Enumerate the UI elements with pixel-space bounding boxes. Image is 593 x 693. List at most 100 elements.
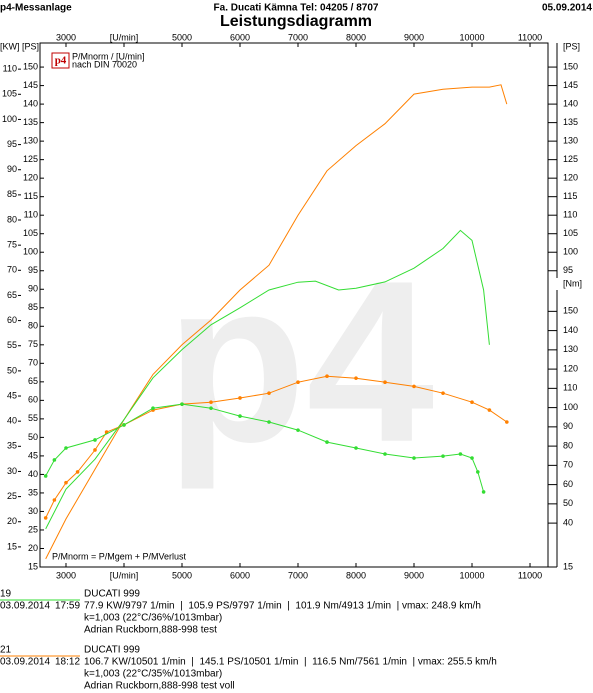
y3-tick-label: 80 — [563, 440, 573, 450]
x-tick-label: 9000 — [404, 570, 424, 580]
run-details: 77.9 KW/9797 1/min | 105.9 PS/9797 1/min… — [84, 601, 481, 612]
y-tick-label: 90 — [28, 284, 38, 294]
y-right-tick-label: 120 — [563, 173, 578, 183]
y-tick-label: 150 — [23, 61, 38, 71]
y3-tick-label: 120 — [563, 363, 578, 373]
y-right-tick-label: 115 — [563, 191, 577, 201]
y-tick-label: 35 — [28, 487, 38, 497]
run-conditions: k=1,003 (22°C/36%/1013mbar) — [84, 613, 222, 624]
y-tick-label: 80 — [28, 321, 38, 331]
series-marker — [476, 470, 480, 474]
y-right-tick-label: 125 — [563, 154, 578, 164]
run-note: Adrian Ruckborn,888-998 test voll — [84, 681, 235, 692]
series-marker — [151, 406, 155, 410]
y-tick-label: 60 — [28, 395, 38, 405]
y3-tick-label: 70 — [563, 460, 573, 470]
y2-axis-title: [KW] — [0, 41, 20, 51]
x-tick-label: 10000 — [459, 570, 484, 580]
y-tick-label: 145 — [23, 80, 38, 90]
x-tick-label: 3000 — [56, 32, 76, 42]
run-id: 19 — [0, 589, 12, 600]
y-tick-label: 65 — [28, 376, 38, 386]
formula: P/Mnorm = P/Mgem + P/MVerlust — [52, 551, 187, 561]
legend-line: nach DIN 70020 — [72, 59, 137, 69]
series-marker — [383, 452, 387, 456]
run-name: DUCATI 999 — [84, 589, 140, 600]
run-details: 106.7 KW/10501 1/min | 145.1 PS/10501 1/… — [84, 657, 497, 668]
y-tick-label: 30 — [28, 506, 38, 516]
run-time: 18:12 — [55, 657, 80, 668]
y-tick-label: 135 — [23, 117, 38, 127]
y-tick-label: 100 — [23, 247, 38, 257]
y3-tick-label: 60 — [563, 479, 573, 489]
y2-tick-label: 20 — [7, 516, 17, 526]
y-right-axis-title: [PS] — [563, 41, 580, 51]
series-marker — [325, 374, 329, 379]
y-tick-label: 50 — [28, 432, 38, 442]
series-marker — [43, 516, 48, 520]
y3-tick-label: 110 — [563, 383, 577, 393]
legend-line: P/Mnorm / [U/min] — [72, 51, 145, 61]
x-tick-label: 3000 — [56, 570, 76, 580]
y-tick-label: 20 — [28, 543, 38, 553]
y-tick-label: 75 — [28, 339, 38, 349]
series-marker — [383, 380, 387, 384]
series-marker — [441, 391, 445, 395]
y-tick-label: 45 — [28, 450, 38, 460]
series-marker — [267, 391, 271, 395]
y2-tick-label: 100 — [2, 114, 17, 124]
series-line — [45, 229, 490, 530]
series-marker — [52, 458, 57, 462]
y2-tick-label: 65 — [7, 290, 17, 300]
y2-tick-label: 95 — [7, 139, 17, 149]
y-right-tick-label: 95 — [563, 265, 573, 275]
y2-tick-label: 90 — [7, 164, 17, 174]
y2-tick-label: 60 — [7, 315, 17, 325]
series-marker — [412, 384, 416, 389]
x-tick-label: 5000 — [172, 32, 192, 42]
y2-tick-label: 55 — [7, 340, 17, 350]
y-right-tick-label: 150 — [563, 61, 578, 71]
run-note: Adrian Ruckborn,888-998 test — [84, 625, 217, 636]
y-tick-label: 115 — [24, 191, 38, 201]
plot: 3000 3000 [U/min] [U/min] 5000 5000 6000 6000 70… — [2, 32, 578, 580]
y-right-tick-label: 15 — [563, 561, 573, 571]
y2-tick-label: 30 — [7, 466, 17, 476]
series-marker — [122, 423, 126, 427]
y3-tick-label: 40 — [563, 517, 573, 527]
y3-tick-label: 140 — [563, 325, 578, 335]
x-tick-label: [U/min] — [110, 570, 139, 580]
header-right: 05.09.2014 — [542, 3, 592, 14]
y-tick-label: 105 — [23, 228, 38, 238]
logo: p4 — [55, 55, 67, 67]
series-marker — [93, 448, 97, 452]
series-marker — [209, 406, 213, 410]
y2-tick-label: 85 — [7, 189, 17, 199]
y2-tick-label: 15 — [7, 541, 17, 551]
y-right-tick-label: 105 — [563, 228, 578, 238]
series-marker — [180, 402, 184, 406]
y-tick-label: 15 — [28, 561, 38, 571]
y2-tick-label: 50 — [7, 365, 17, 375]
series-marker — [267, 420, 271, 424]
series-marker — [296, 428, 300, 432]
x-tick-label: 7000 — [288, 570, 308, 580]
series-marker — [458, 452, 463, 456]
series-marker — [64, 480, 68, 485]
series-marker — [481, 490, 486, 494]
x-tick-label: 11000 — [518, 570, 542, 580]
chart-title: Leistungsdiagramm — [220, 13, 372, 30]
series-marker — [43, 474, 48, 478]
y-tick-label: 95 — [28, 265, 38, 275]
footer: 19 DUCATI 999 03.09.2014 17:59 77.9 KW/9797 … — [0, 589, 497, 692]
y-right-tick-label: 100 — [563, 247, 578, 257]
y-tick-label: 125 — [23, 154, 38, 164]
series-marker — [470, 456, 474, 460]
series-marker — [325, 440, 329, 444]
series-marker — [354, 376, 358, 380]
series-marker — [296, 380, 300, 384]
run-date: 03.09.2014 — [0, 601, 50, 612]
x-tick-label: 7000 — [288, 32, 308, 42]
x-tick-label: 5000 — [172, 570, 192, 580]
y3-tick-label: 150 — [563, 306, 578, 316]
